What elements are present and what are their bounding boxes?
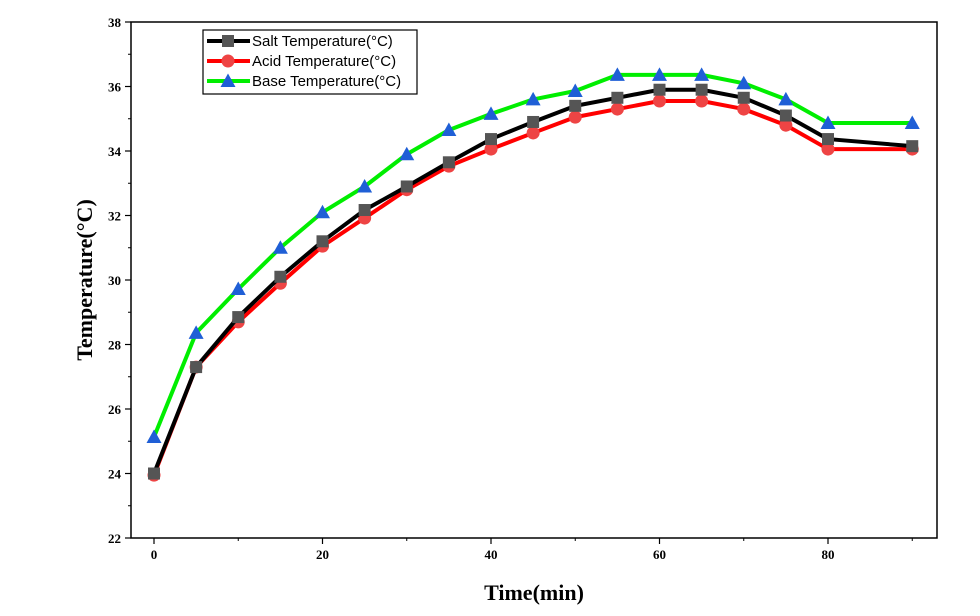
data-point-square xyxy=(148,467,160,480)
data-point-square xyxy=(611,91,624,104)
data-point-square xyxy=(358,204,371,217)
x-tick-label: 0 xyxy=(151,547,158,562)
data-point-circle xyxy=(653,94,666,108)
data-point-triangle xyxy=(272,240,288,254)
legend: Salt Temperature(°C) Acid Temperature(°C)… xyxy=(202,29,418,95)
x-axis-label: Time(min) xyxy=(484,580,584,605)
data-point-square xyxy=(906,140,919,153)
data-point-triangle xyxy=(483,106,499,120)
data-point-circle xyxy=(695,94,709,108)
y-tick-label: 28 xyxy=(108,338,122,353)
data-point-triangle xyxy=(904,115,920,129)
data-point-square xyxy=(400,180,413,193)
data-point-circle xyxy=(737,102,751,116)
data-point-square xyxy=(737,91,750,104)
y-tick-label: 36 xyxy=(108,80,122,95)
data-point-circle xyxy=(484,142,498,156)
x-tick-label: 20 xyxy=(316,547,329,562)
data-point-triangle xyxy=(230,281,246,296)
data-point-circle xyxy=(821,142,835,156)
x-tick-label: 40 xyxy=(485,547,498,562)
legend-marker-square xyxy=(222,35,234,47)
data-point-square xyxy=(822,133,834,146)
data-point-triangle xyxy=(778,91,794,106)
data-point-square xyxy=(232,311,245,324)
series-line-triangle xyxy=(152,72,913,438)
data-point-triangle xyxy=(736,75,752,90)
data-point-triangle xyxy=(441,122,457,137)
series-line-circle xyxy=(152,99,913,476)
y-tick-label: 24 xyxy=(108,467,122,482)
legend-marker-triangle xyxy=(220,73,236,87)
legend-label: Acid Temperature(°C) xyxy=(252,53,396,70)
data-point-square xyxy=(695,83,708,96)
y-tick-label: 30 xyxy=(108,273,121,288)
data-point-circle xyxy=(779,118,793,132)
data-point-triangle xyxy=(357,178,373,193)
y-tick-label: 22 xyxy=(108,531,121,546)
data-point-circle xyxy=(610,102,624,116)
y-tick-label: 38 xyxy=(108,15,122,30)
data-point-triangle xyxy=(609,67,625,81)
legend-label: Base Temperature(°C) xyxy=(252,73,401,90)
data-point-triangle xyxy=(652,67,667,81)
data-point-triangle xyxy=(146,429,162,444)
data-point-square xyxy=(569,99,582,112)
y-tick-label: 34 xyxy=(108,144,122,159)
data-point-square xyxy=(316,235,329,248)
y-axis-label: Temperature(°C) xyxy=(72,199,97,361)
x-tick-label: 80 xyxy=(822,547,835,562)
data-point-triangle xyxy=(188,325,204,339)
data-point-triangle xyxy=(315,204,330,219)
data-point-circle xyxy=(526,126,540,140)
data-point-triangle xyxy=(694,67,710,81)
data-point-square xyxy=(485,133,497,146)
legend-label: Salt Temperature(°C) xyxy=(252,33,393,50)
data-point-square xyxy=(527,115,540,128)
series-line-square xyxy=(152,87,913,475)
data-point-square xyxy=(442,156,455,169)
y-tick-label: 26 xyxy=(108,402,122,417)
data-point-triangle xyxy=(567,83,583,98)
data-point-triangle xyxy=(525,91,541,106)
data-point-square xyxy=(274,270,287,283)
data-point-square xyxy=(779,109,792,122)
data-point-circle xyxy=(568,110,582,124)
y-tick-label: 32 xyxy=(108,209,121,224)
data-point-triangle xyxy=(399,146,415,161)
data-point-triangle xyxy=(820,115,836,129)
x-tick-label: 60 xyxy=(653,547,666,562)
data-point-square xyxy=(653,83,666,96)
legend-marker-circle xyxy=(221,54,235,68)
data-point-square xyxy=(190,361,203,374)
